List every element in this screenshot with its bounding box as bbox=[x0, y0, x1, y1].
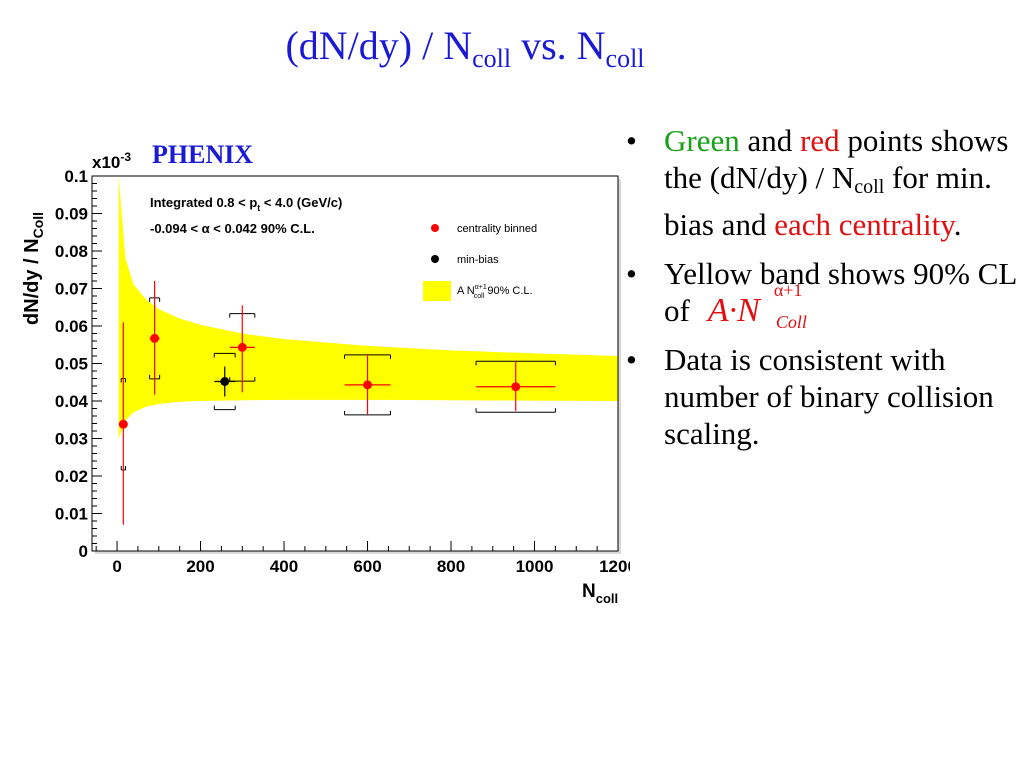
title-sub-1: coll bbox=[472, 44, 512, 73]
bullet-1: • Green and red points shows the (dN/dy)… bbox=[622, 122, 1017, 243]
confidence-band bbox=[118, 176, 618, 439]
formula-main: A·N bbox=[707, 292, 760, 329]
bullet-dot: • bbox=[626, 342, 637, 377]
y-axis-label: dN/dy / NColl bbox=[21, 212, 46, 325]
x-tick-label: 800 bbox=[437, 557, 465, 576]
formula-sup: α+1 bbox=[773, 280, 803, 300]
centrality-point bbox=[150, 333, 160, 343]
y-tick-label: 0.06 bbox=[55, 317, 88, 336]
phenix-label: PHENIX bbox=[152, 140, 254, 169]
legend-band-end: 90% C.L. bbox=[484, 285, 532, 297]
x-tick-label: 0 bbox=[112, 557, 121, 576]
y-tick-label: 0.09 bbox=[55, 205, 88, 224]
legend-band-sup: α+1 bbox=[475, 284, 487, 291]
y-multiplier: x10-3 bbox=[92, 150, 131, 172]
bullet-1-text-b: points shows the (dN/dy) / N bbox=[664, 123, 1009, 195]
title-mid: vs. N bbox=[511, 23, 606, 68]
y-tick-label: 0.07 bbox=[55, 280, 88, 299]
y-tick-label: 0.01 bbox=[55, 505, 88, 524]
x-axis-label: Ncoll bbox=[582, 581, 618, 606]
bullet-dot: • bbox=[626, 123, 637, 158]
bullet-2: • Yellow band shows 90% CL of A·N α+1 Coll bbox=[622, 255, 1017, 332]
y-tick-label: 0.04 bbox=[55, 392, 89, 411]
title-sub-2: coll bbox=[605, 44, 645, 73]
annotation-pt-unit: < 4.0 (GeV/c) bbox=[260, 195, 342, 210]
annotation-pt-sub: t bbox=[257, 203, 260, 213]
bullet-1-text-a: and bbox=[739, 123, 800, 158]
chart: 0 0.01 0.02 0.03 0.04 0.05 0.06 0.07 0.08 0.09 0.1… bbox=[21, 150, 630, 606]
bullet-2-text: Yellow band shows 90% CL of bbox=[664, 256, 1017, 328]
x-axis-label-sub: coll bbox=[596, 591, 618, 606]
y-tick-label: 0.02 bbox=[55, 467, 88, 486]
bullet-list: • Green and red points shows the (dN/dy)… bbox=[622, 122, 1017, 464]
slide-title: (dN/dy) / Ncoll vs. Ncoll bbox=[0, 22, 930, 74]
y-tick-label: 0.05 bbox=[55, 355, 88, 374]
formula: A·N α+1 Coll bbox=[707, 280, 807, 332]
legend-marker-band bbox=[423, 281, 451, 301]
y-tick-label: 0.03 bbox=[55, 430, 88, 449]
x-tick-label: 1200 bbox=[599, 557, 630, 576]
legend-band-sub: coll bbox=[474, 293, 485, 300]
bullet-1-sub: coll bbox=[854, 176, 885, 198]
bullet-3-text: Data is consistent with number of binary… bbox=[664, 342, 994, 451]
y-tick-label: 0.08 bbox=[55, 242, 88, 261]
minbias-point bbox=[220, 377, 230, 386]
y-tick-label: 0.1 bbox=[64, 167, 88, 186]
green-word: Green bbox=[664, 123, 740, 158]
y-multiplier-exp: -3 bbox=[120, 150, 131, 164]
formula-sub: Coll bbox=[775, 312, 807, 332]
annotation-pt-range: Integrated 0.8 < pt < 4.0 (GeV/c) bbox=[150, 195, 342, 213]
legend-label-band: A Nα+1 coll 90% C.L. bbox=[457, 284, 533, 300]
x-tick-label: 600 bbox=[353, 557, 381, 576]
y-axis-label-sub: Coll bbox=[30, 212, 46, 238]
centrality-point bbox=[118, 419, 128, 429]
legend-marker-centrality bbox=[431, 224, 439, 232]
y-tick-label: 0 bbox=[79, 542, 88, 561]
legend-marker-minbias bbox=[431, 255, 439, 263]
each-centrality-text: each centrality bbox=[774, 207, 954, 242]
legend-label-centrality: centrality binned bbox=[457, 223, 537, 235]
x-tick-label: 1000 bbox=[516, 557, 554, 576]
red-word: red bbox=[800, 123, 840, 158]
bullet-3: • Data is consistent with number of bina… bbox=[622, 341, 1017, 452]
annotation-alpha-range: -0.094 < α < 0.042 90% C.L. bbox=[150, 221, 315, 236]
bullet-1-text-c: for min. bias and bbox=[664, 160, 992, 242]
centrality-point bbox=[363, 380, 373, 390]
title-main: (dN/dy) / N bbox=[285, 23, 473, 68]
centrality-point bbox=[237, 342, 247, 352]
centrality-point bbox=[511, 382, 521, 392]
bullet-1-end: . bbox=[953, 207, 962, 242]
legend-label-minbias: min-bias bbox=[457, 254, 499, 266]
x-tick-label: 200 bbox=[186, 557, 214, 576]
x-tick-label: 400 bbox=[270, 557, 298, 576]
bullet-dot: • bbox=[626, 256, 637, 291]
